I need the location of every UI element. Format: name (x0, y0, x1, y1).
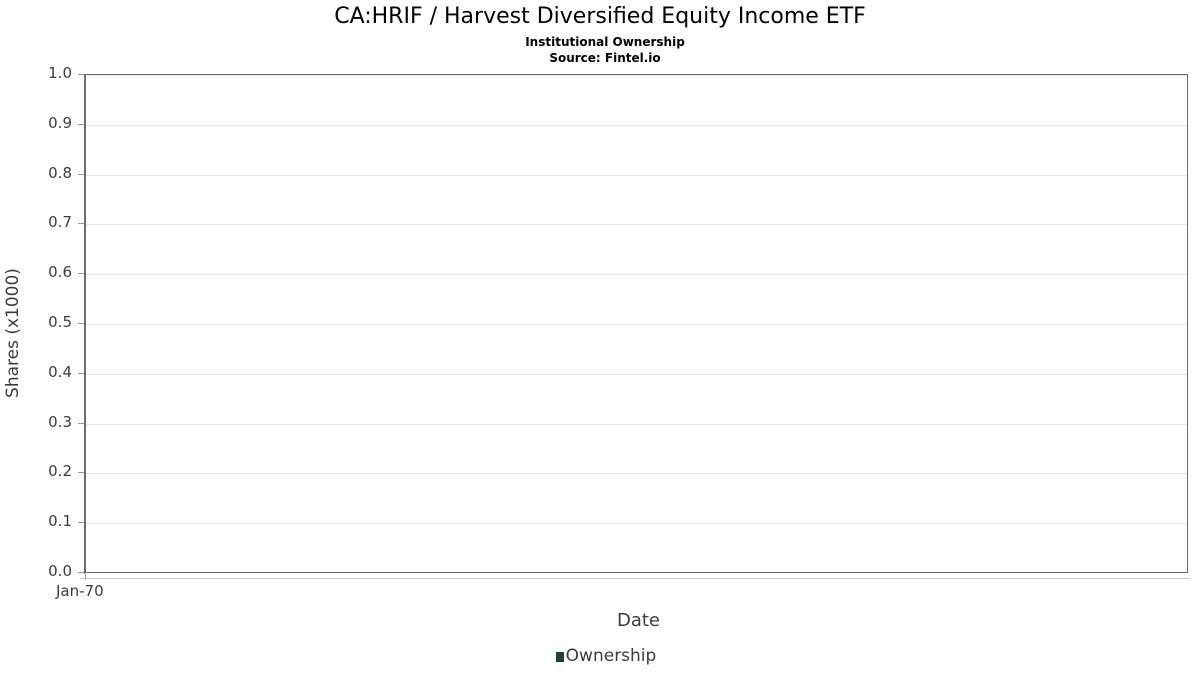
y-tick-label: 0.9 (48, 113, 72, 132)
y-tick-mark (78, 323, 84, 324)
y-axis-title: Shares (x1000) (3, 268, 23, 398)
legend-item-ownership[interactable]: Ownership (555, 646, 657, 666)
gridline (86, 274, 1187, 276)
y-tick-mark (78, 173, 84, 175)
y-tick-label: 0.0 (48, 562, 72, 580)
y-tick-mark (78, 74, 84, 75)
series-layer-ownership (86, 75, 1187, 572)
y-tick-mark (78, 522, 84, 524)
chart-source-label: Source: Fintel.io (549, 51, 661, 65)
legend-item-label: Ownership (565, 646, 657, 666)
x-tick-mark (85, 574, 86, 579)
legend-swatch-icon (555, 651, 564, 662)
x-axis-title: Date (616, 610, 661, 631)
y-tick-label: 1.0 (48, 64, 72, 82)
y-tick-mark (78, 572, 84, 573)
y-tick-mark (78, 223, 84, 225)
plot-area (85, 74, 1188, 573)
y-tick-label: 0.6 (48, 263, 72, 282)
y-tick-label: 0.5 (48, 313, 72, 331)
gridline (86, 324, 1187, 325)
x-tick-label: Jan-70 (56, 582, 104, 600)
y-axis-line (84, 74, 85, 574)
gridline (86, 473, 1187, 475)
y-tick-mark (78, 422, 84, 424)
gridline (86, 523, 1187, 525)
y-tick-label: 0.3 (48, 412, 72, 431)
y-tick-mark (78, 123, 84, 125)
gridline (86, 373, 1187, 375)
gridline (86, 75, 1187, 76)
y-tick-label: 0.4 (48, 362, 72, 381)
x-axis-baseline (80, 578, 1190, 579)
chart-legend: Ownership (0, 648, 1200, 665)
gridline (86, 124, 1187, 126)
y-tick-label: 0.7 (48, 213, 72, 232)
chart-subtitle: Institutional Ownership (525, 35, 685, 49)
y-tick-label: 0.1 (48, 512, 72, 531)
gridline (86, 224, 1187, 226)
gridline (86, 174, 1187, 176)
gridline (86, 423, 1187, 425)
y-tick-mark (78, 273, 84, 275)
chart-title: CA:HRIF / Harvest Diversified Equity Inc… (334, 4, 866, 29)
y-tick-label: 0.8 (48, 163, 72, 182)
y-tick-label: 0.2 (48, 462, 72, 481)
y-tick-mark (78, 372, 84, 374)
y-tick-mark (78, 472, 84, 474)
